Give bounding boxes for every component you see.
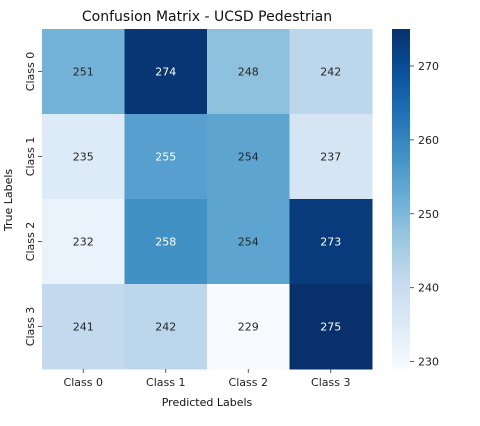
y-tick-labels: Class 0 Class 1 Class 2 Class 3	[24, 52, 42, 346]
heatmap-cell	[42, 199, 125, 285]
heatmap-cell	[42, 29, 125, 115]
colorbar-tick-label: 270	[418, 60, 439, 73]
heatmap-cell	[289, 114, 373, 200]
cell-value-label: 258	[155, 236, 176, 249]
cell-value-label: 275	[320, 321, 341, 334]
heatmap-cell	[42, 284, 125, 370]
heatmap-cell	[289, 29, 373, 115]
colorbar-tick-label: 260	[418, 134, 439, 147]
cell-value-label: 235	[73, 151, 94, 164]
x-tick-labels: Class 0 Class 1 Class 2 Class 3	[64, 369, 350, 389]
heatmap-cell	[124, 29, 208, 115]
heatmap-cell	[207, 199, 290, 285]
cell-value-label: 254	[238, 151, 259, 164]
heatmap-cell	[207, 284, 290, 370]
heatmap-cell	[124, 114, 208, 200]
heatmap-cell	[207, 114, 290, 200]
cell-value-label: 242	[320, 66, 341, 79]
x-tick-label: Class 1	[146, 376, 185, 389]
chart-title: Confusion Matrix - UCSD Pedestrian	[82, 9, 332, 25]
y-tick-label: Class 3	[24, 307, 37, 346]
cell-value-label: 237	[320, 151, 341, 164]
cell-value-label: 254	[238, 236, 259, 249]
colorbar-tick-label: 250	[418, 208, 439, 221]
cell-value-label: 274	[155, 66, 176, 79]
heatmap-cells: 251 274 248 242 235 255 254 237 232 258 254 273 241 2…	[42, 29, 373, 370]
cell-value-label: 232	[73, 236, 94, 249]
colorbar: 230 240 250 260 270	[392, 29, 439, 369]
colorbar-gradient	[392, 29, 410, 369]
heatmap-cell	[42, 114, 125, 200]
cell-value-label: 248	[238, 66, 259, 79]
colorbar-tick-label: 240	[418, 282, 439, 295]
y-tick-label: Class 0	[24, 52, 37, 91]
x-tick-label: Class 3	[311, 376, 350, 389]
heatmap-cell	[207, 29, 290, 115]
cell-value-label: 273	[320, 236, 341, 249]
x-tick-label: Class 2	[229, 376, 268, 389]
x-axis-label: Predicted Labels	[162, 396, 253, 409]
cell-value-label: 241	[73, 321, 94, 334]
cell-value-label: 229	[238, 321, 259, 334]
heatmap-cell	[289, 199, 373, 285]
heatmap-cell	[124, 199, 208, 285]
cell-value-label: 255	[155, 151, 176, 164]
cell-value-label: 251	[73, 66, 94, 79]
cell-value-label: 242	[155, 321, 176, 334]
heatmap-cell	[124, 284, 208, 370]
x-tick-label: Class 0	[64, 376, 103, 389]
heatmap-cell	[289, 284, 373, 370]
colorbar-tick-label: 230	[418, 356, 439, 369]
y-tick-label: Class 1	[24, 137, 37, 176]
y-tick-label: Class 2	[24, 222, 37, 261]
y-axis-label: True Labels	[2, 169, 15, 233]
